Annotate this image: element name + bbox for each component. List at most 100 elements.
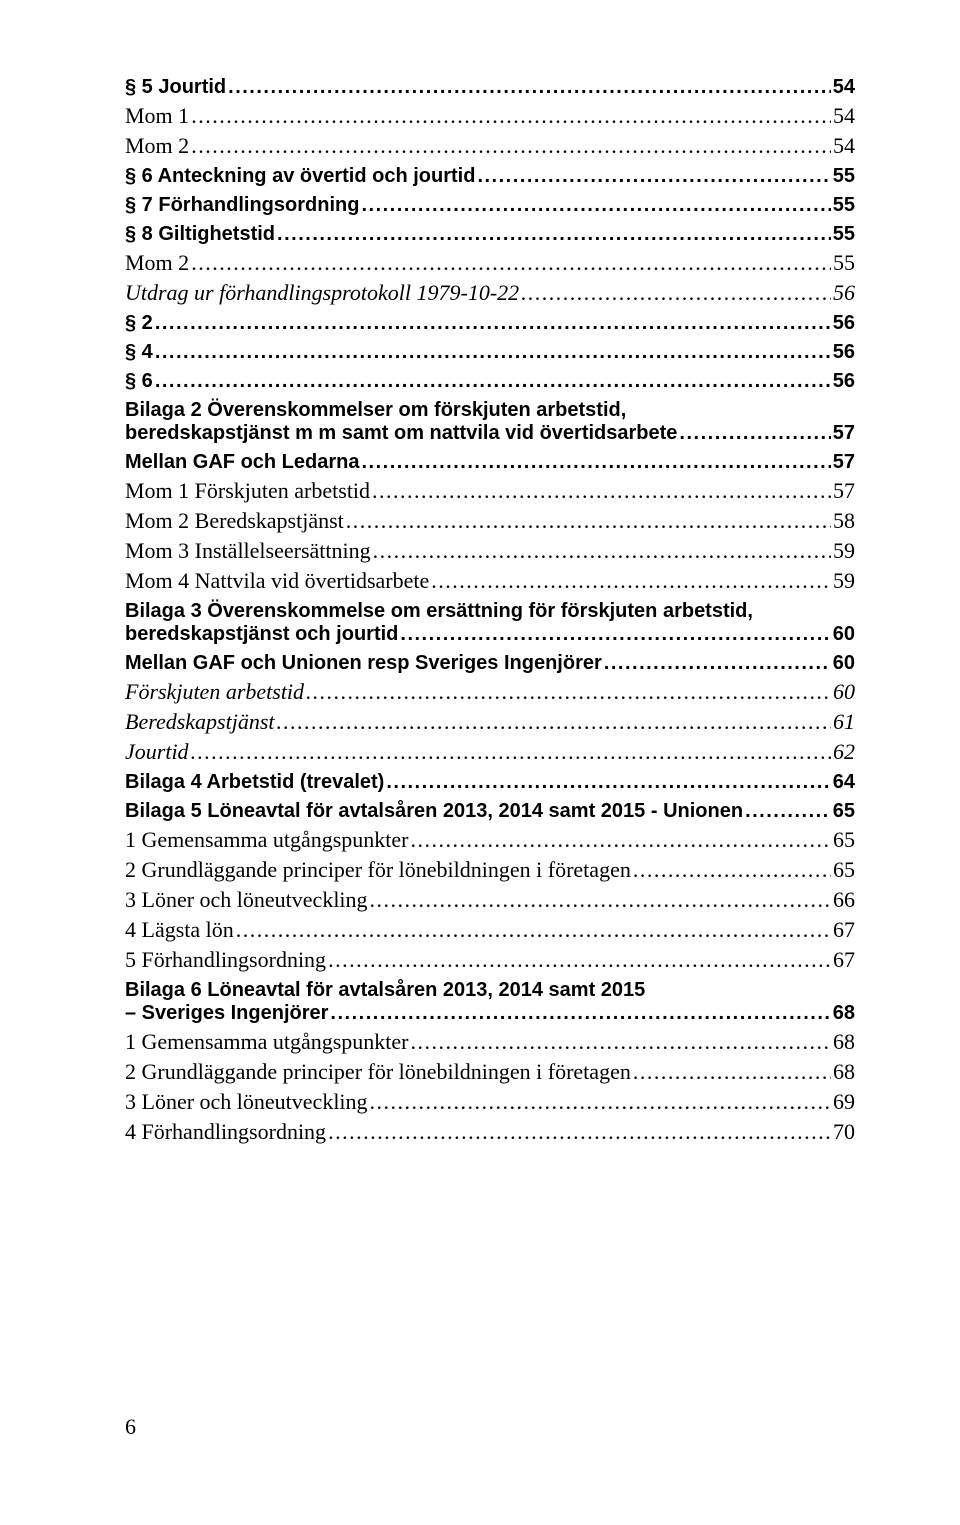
toc-label: Jourtid (125, 739, 189, 765)
toc-entry: Utdrag ur förhandlingsprotokoll 1979-10-… (125, 280, 855, 306)
toc-entry: Mellan GAF och Unionen resp Sveriges Ing… (125, 652, 855, 675)
toc-page: 56 (833, 370, 855, 393)
toc-label: § 6 (125, 370, 153, 393)
toc-label: § 4 (125, 341, 153, 364)
toc-label: Bilaga 5 Löneavtal för avtalsåren 2013, … (125, 800, 743, 823)
toc-label: 1 Gemensamma utgångspunkter (125, 827, 409, 853)
toc-entry: Mellan GAF och Ledarna 57 (125, 451, 855, 474)
toc-page: 65 (833, 857, 855, 883)
toc-dots (346, 508, 831, 534)
toc-entry: Bilaga 3 Överenskommelse om ersättning f… (125, 600, 855, 646)
toc-entry: § 5 Jourtid 54 (125, 76, 855, 99)
toc-dots (604, 652, 831, 675)
toc-label: 5 Förhandlingsordning (125, 947, 326, 973)
toc-label: beredskapstjänst m m samt om nattvila vi… (125, 422, 677, 445)
toc-label: 2 Grundläggande principer för lönebildni… (125, 1059, 631, 1085)
toc-dots (400, 623, 830, 646)
toc-page: 55 (833, 194, 855, 217)
toc-page: 56 (833, 341, 855, 364)
toc-entry: 5 Förhandlingsordning 67 (125, 947, 855, 973)
toc-label: Utdrag ur förhandlingsprotokoll 1979-10-… (125, 280, 519, 306)
toc-entry: Mom 2 Beredskapstjänst 58 (125, 508, 855, 534)
toc-page: 57 (833, 478, 855, 504)
toc-page: 65 (833, 827, 855, 853)
toc-entry: 4 Förhandlingsordning 70 (125, 1119, 855, 1145)
toc-label: Mom 3 Inställelseersättning (125, 538, 371, 564)
toc-page: 64 (833, 771, 855, 794)
table-of-contents: § 5 Jourtid 54Mom 1 54Mom 2 54§ 6 Anteck… (125, 76, 855, 1145)
toc-label: Mom 4 Nattvila vid övertidsarbete (125, 568, 429, 594)
toc-dots (191, 133, 831, 159)
toc-dots (191, 739, 831, 765)
toc-entry: Jourtid 62 (125, 739, 855, 765)
toc-dots (277, 709, 832, 735)
toc-page: 56 (833, 312, 855, 335)
toc-dots (306, 679, 831, 705)
toc-page: 54 (833, 76, 855, 99)
toc-dots (411, 1029, 832, 1055)
toc-dots (745, 800, 831, 823)
toc-label: Mom 1 Förskjuten arbetstid (125, 478, 370, 504)
toc-page: 57 (833, 422, 855, 445)
toc-label: Mellan GAF och Unionen resp Sveriges Ing… (125, 652, 602, 675)
toc-page: 69 (833, 1089, 855, 1115)
toc-label: § 8 Giltighetstid (125, 223, 275, 246)
toc-entry: § 6 Anteckning av övertid och jourtid 55 (125, 165, 855, 188)
toc-entry: 3 Löner och löneutveckling 69 (125, 1089, 855, 1115)
toc-entry: 4 Lägsta lön 67 (125, 917, 855, 943)
toc-page: 58 (833, 508, 855, 534)
toc-label: Bilaga 4 Arbetstid (trevalet) (125, 771, 384, 794)
toc-entry: Bilaga 2 Överenskommelser om förskjuten … (125, 399, 855, 445)
toc-label: Förskjuten arbetstid (125, 679, 304, 705)
toc-label: Beredskapstjänst (125, 709, 275, 735)
toc-dots (521, 280, 831, 306)
toc-page: 62 (833, 739, 855, 765)
toc-label: 2 Grundläggande principer för lönebildni… (125, 857, 631, 883)
toc-entry: 1 Gemensamma utgångspunkter 68 (125, 1029, 855, 1055)
toc-dots (155, 312, 831, 335)
toc-page: 60 (833, 652, 855, 675)
toc-page: 60 (833, 679, 855, 705)
toc-label: beredskapstjänst och jourtid (125, 623, 398, 646)
toc-entry: Mom 2 55 (125, 250, 855, 276)
toc-dots (386, 771, 830, 794)
toc-dots (633, 857, 831, 883)
toc-page: 67 (833, 917, 855, 943)
toc-page: 59 (833, 568, 855, 594)
toc-page: 56 (833, 280, 855, 306)
toc-entry: 2 Grundläggande principer för lönebildni… (125, 857, 855, 883)
toc-page: 68 (833, 1029, 855, 1055)
toc-dots (228, 76, 831, 99)
toc-entry: 1 Gemensamma utgångspunkter 65 (125, 827, 855, 853)
toc-dots (411, 827, 832, 853)
toc-dots (370, 1089, 831, 1115)
toc-line: beredskapstjänst och jourtid 60 (125, 623, 855, 646)
toc-label: 3 Löner och löneutveckling (125, 1089, 368, 1115)
toc-label: § 5 Jourtid (125, 76, 226, 99)
toc-dots (191, 250, 831, 276)
toc-dots (328, 1119, 831, 1145)
toc-entry: Mom 1 54 (125, 103, 855, 129)
page-number: 6 (125, 1414, 136, 1440)
toc-entry: Förskjuten arbetstid 60 (125, 679, 855, 705)
toc-dots (431, 568, 831, 594)
toc-dots (191, 103, 831, 129)
page: § 5 Jourtid 54Mom 1 54Mom 2 54§ 6 Anteck… (0, 0, 960, 1525)
toc-dots (372, 478, 831, 504)
toc-label: Bilaga 6 Löneavtal för avtalsåren 2013, … (125, 979, 855, 1002)
toc-entry: § 4 56 (125, 341, 855, 364)
toc-page: 68 (833, 1002, 855, 1025)
toc-label: Mom 2 (125, 250, 189, 276)
toc-dots (633, 1059, 831, 1085)
toc-entry: 3 Löner och löneutveckling 66 (125, 887, 855, 913)
toc-entry: Mom 2 54 (125, 133, 855, 159)
toc-label: § 2 (125, 312, 153, 335)
toc-label: Mom 2 Beredskapstjänst (125, 508, 344, 534)
toc-page: 54 (833, 133, 855, 159)
toc-label: Mom 1 (125, 103, 189, 129)
toc-label: § 6 Anteckning av övertid och jourtid (125, 165, 475, 188)
toc-entry: § 2 56 (125, 312, 855, 335)
toc-entry: Mom 4 Nattvila vid övertidsarbete 59 (125, 568, 855, 594)
toc-page: 55 (833, 223, 855, 246)
toc-label: 1 Gemensamma utgångspunkter (125, 1029, 409, 1055)
